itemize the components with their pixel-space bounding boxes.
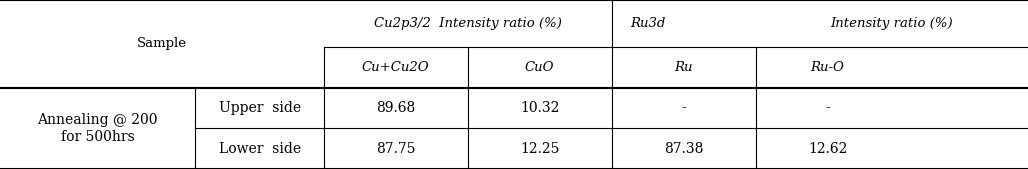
Text: 12.62: 12.62 [808,142,847,156]
Text: Intensity ratio (%): Intensity ratio (%) [831,17,953,30]
Text: 89.68: 89.68 [376,101,415,115]
Text: 87.38: 87.38 [664,142,703,156]
Text: 87.75: 87.75 [376,142,415,156]
Text: Ru: Ru [674,61,693,74]
Text: Sample: Sample [137,38,187,50]
Text: Ru-O: Ru-O [811,61,844,74]
Text: Annealing @ 200
for 500hrs: Annealing @ 200 for 500hrs [37,113,158,143]
Text: -: - [825,101,830,115]
Text: CuO: CuO [525,61,554,74]
Text: Cu+Cu2O: Cu+Cu2O [362,61,430,74]
Text: Cu2p3/2  Intensity ratio (%): Cu2p3/2 Intensity ratio (%) [374,17,561,30]
Text: -: - [682,101,686,115]
Text: Lower  side: Lower side [219,142,300,156]
Text: 10.32: 10.32 [520,101,559,115]
Text: Ru3d: Ru3d [630,17,665,30]
Text: 12.25: 12.25 [520,142,559,156]
Text: Upper  side: Upper side [219,101,300,115]
